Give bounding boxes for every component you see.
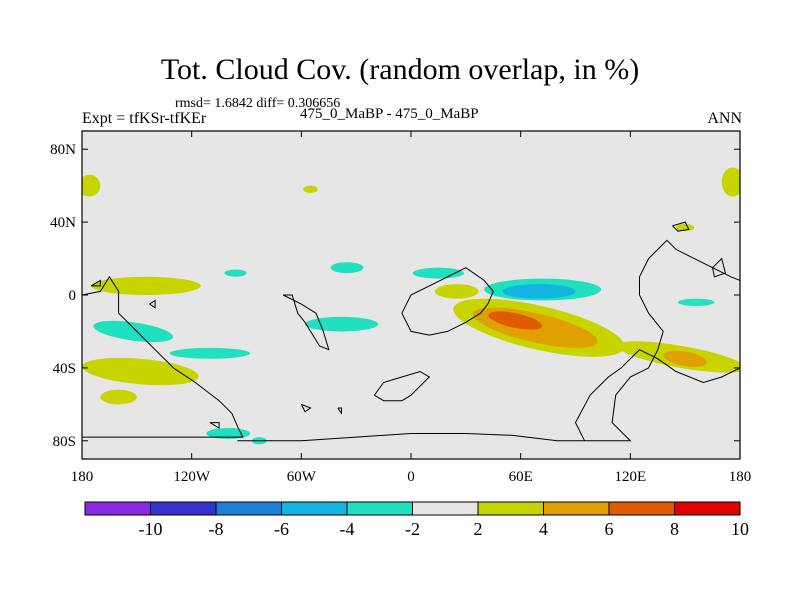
contour-region-midlat-asia-positive [676,223,695,232]
stats-label: rmsd= 1.6842 diff= 0.306656 [175,96,341,111]
land-outline-island-indian-ocean [90,279,101,287]
y-tick-label: 40N [50,215,76,231]
land-outline-island-southern-ocean [300,403,312,413]
colorbar-label: -8 [209,519,224,539]
colorbar: -10 -8 -6 -4 -2 2 4 6 8 10 [84,501,749,539]
land-outline-continent-east-asia [574,239,740,442]
contour-region-south-america-west-negative [93,320,174,343]
y-tick-label: 0 [69,288,77,304]
land-outline-island-asia-east [672,221,690,232]
contour-region-southern-ocean-positive [100,389,137,405]
colorbar-label: 6 [605,519,614,539]
land-outline-continent-central-pacific [282,294,330,351]
x-tick-label: 120E [614,469,646,485]
contour-region-arctic-positive-east [721,167,740,197]
y-tick-label: 80N [50,142,76,158]
land-outline-island-central-east [712,257,726,278]
land-outline-continent-africa-east [401,267,494,336]
x-tick-label: 120W [173,469,211,485]
colorbar-label: 2 [474,519,483,539]
colorbar-swatch [674,501,741,516]
colorbar-label: 10 [731,519,749,539]
contour-region-southwest-pacific-core [663,350,707,367]
x-tick-label: 180 [729,469,752,485]
period-label: 475_0_MaBP - 475_0_MaBP [300,106,479,122]
land-outline-island-north-atlantic [337,407,342,416]
land-outline-island-south-america [149,299,156,309]
x-tick-label: 60E [509,469,533,485]
contour-regions [82,167,740,445]
colorbar-swatch [281,501,348,516]
colorbar-swatch [608,501,675,516]
x-axis: 180 120W 60W 0 60E 120E 180 [71,131,752,485]
contour-region-pacific-line-negative [224,269,247,277]
colorbar-label: 4 [539,519,548,539]
land-outlines [82,221,740,442]
contour-region-tropical-indian-ocean-core [488,311,543,330]
x-tick-label: 0 [407,469,415,485]
contour-region-north-pacific-negative [330,262,364,274]
y-tick-label: 40S [53,361,76,377]
contour-region-south-pacific-east-negative [304,316,379,332]
contour-region-equatorial-ocean-negative-core [502,284,576,299]
contour-region-north-polar-positive [303,185,318,193]
chart-title: Tot. Cloud Cov. (random overlap, in %) [160,53,640,86]
y-axis: 80N 40N 0 40S 80S [50,142,740,450]
colorbar-swatch [477,501,544,516]
land-outline-continent-west-americas [82,275,244,438]
colorbar-label: -4 [340,519,355,539]
colorbar-swatch [215,501,282,516]
land-outline-continent-antarctica-fragment [373,370,431,402]
colorbar-swatch [346,501,413,516]
x-tick-label: 180 [71,469,94,485]
experiment-label: Expt = tfKSr-tfKEr [82,110,207,127]
colorbar-swatch [412,501,479,516]
contour-region-arctic-positive-west [82,174,101,197]
colorbar-swatch [543,501,610,516]
land-outline-antarctic-coastline [237,433,585,442]
colorbar-swatch [84,501,151,516]
contour-region-west-africa-positive [434,284,479,299]
land-outline-island-polynesia [209,422,220,429]
colorbar-swatch [150,501,217,516]
x-tick-label: 60W [287,469,317,485]
season-label: ANN [707,110,742,127]
colorbar-label: -10 [139,519,163,539]
colorbar-label: 8 [670,519,679,539]
colorbar-label: -2 [405,519,420,539]
y-tick-label: 80S [53,434,76,450]
contour-region-south-pacific-negative-2 [169,347,251,359]
contour-region-north-atlantic-negative [412,267,465,279]
contour-region-north-east-asia-negative [677,298,715,306]
colorbar-label: -6 [274,519,289,539]
